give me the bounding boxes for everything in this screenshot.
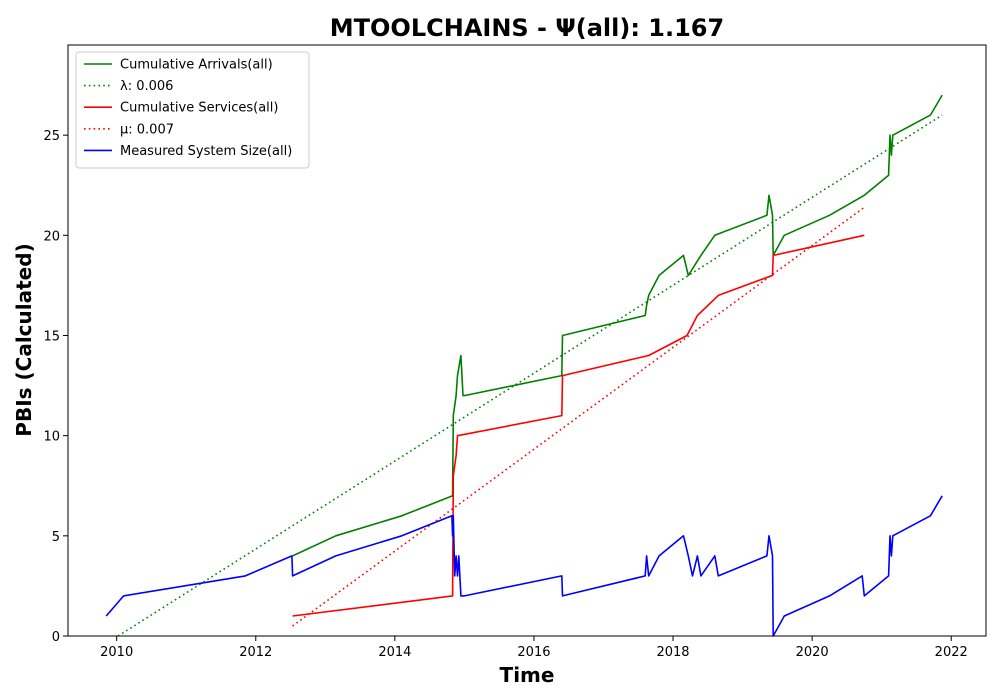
legend-label: Cumulative Arrivals(all) <box>120 58 273 73</box>
series-line-1-0-006 <box>117 114 943 637</box>
legend-label: Cumulative Services(all) <box>120 101 278 116</box>
y-tick-label: 15 <box>43 329 60 344</box>
y-tick-label: 0 <box>52 630 60 645</box>
plot-lines <box>105 94 943 637</box>
legend: Cumulative Arrivals(all) λ: 0.006 Cumulati… <box>75 51 310 169</box>
x-axis: 2010 2012 2014 2016 2018 2020 2022 <box>100 636 968 660</box>
y-tick-label: 25 <box>43 129 60 144</box>
y-tick-label: 10 <box>43 430 60 445</box>
x-tick-label: 2022 <box>935 645 968 660</box>
x-tick-label: 2016 <box>517 645 550 660</box>
y-tick-label: 5 <box>52 530 60 545</box>
y-axis: 0 5 10 15 20 25 <box>43 129 68 645</box>
x-tick-label: 2018 <box>656 645 689 660</box>
x-axis-label: Time <box>500 663 555 687</box>
y-axis-label: PBIs (Calculated) <box>12 243 36 436</box>
legend-label: λ: 0.006 <box>120 79 173 94</box>
legend-label: μ: 0.007 <box>120 122 174 137</box>
series-line-2-cumulative-services-all <box>292 234 865 617</box>
series-line-3-0-007 <box>292 206 865 627</box>
x-tick-label: 2020 <box>796 645 829 660</box>
y-tick-label: 20 <box>43 229 60 244</box>
x-tick-label: 2010 <box>100 645 133 660</box>
legend-box <box>75 51 310 169</box>
chart-title: MTOOLCHAINS - Ψ(all): 1.167 <box>330 14 724 42</box>
plot-frame <box>67 44 987 637</box>
x-tick-label: 2012 <box>239 645 272 660</box>
legend-label: Measured System Size(all) <box>120 144 292 159</box>
series-line-4-measured-system-size-all <box>105 495 943 637</box>
series-line-0-cumulative-arrivals-all <box>292 94 943 557</box>
x-tick-label: 2014 <box>378 645 411 660</box>
